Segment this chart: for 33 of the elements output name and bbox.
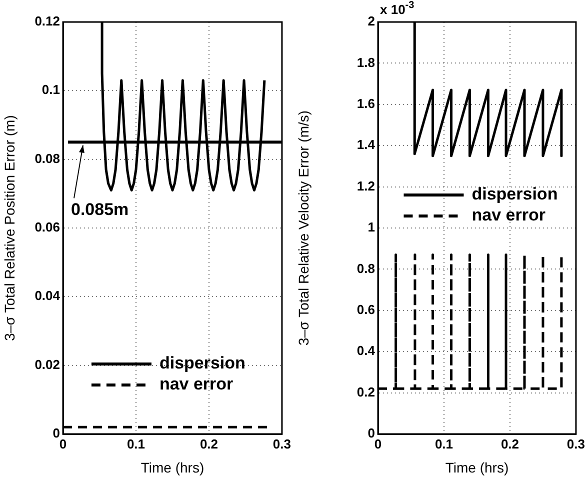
- y-tick-label: 0.2: [356, 384, 375, 400]
- ref-line-label: 0.085m: [71, 200, 129, 219]
- x-tick-label: 0.3: [566, 436, 586, 452]
- legend-label: dispersion: [159, 354, 246, 373]
- y-tick-label: 0.12: [34, 14, 60, 29]
- y-tick-label: 0.1: [42, 82, 60, 98]
- x-tick-label: 0.1: [126, 436, 146, 452]
- y-tick-label: 0.4: [356, 343, 376, 358]
- y-tick-label: 1.8: [356, 54, 375, 70]
- legend-label: nav error: [159, 374, 234, 394]
- y-axis-title: 3–σ Total Relative Velocity Error (m/s): [295, 110, 312, 346]
- x-tick-label: 0.2: [200, 436, 218, 452]
- x-axis-title: Time (hrs): [445, 459, 509, 476]
- y-tick-label: 0.04: [34, 288, 61, 304]
- y-tick-label: 0.08: [34, 150, 60, 166]
- y-tick-label: 0.02: [34, 356, 60, 372]
- x-tick-label: 0.2: [500, 436, 520, 452]
- y-tick-label: 2: [368, 14, 375, 29]
- legend-label: nav error: [472, 206, 546, 225]
- legend-label: dispersion: [472, 184, 558, 204]
- y-tick-label: 0: [368, 426, 375, 441]
- y-tick-label: 0.06: [34, 220, 60, 235]
- y-tick-label: 0: [52, 426, 60, 441]
- y-tick-label: 1.6: [356, 96, 375, 111]
- y-tick-label: 0.8: [356, 260, 375, 276]
- y-tick-label: 1: [368, 220, 375, 235]
- x-tick-label: 0.1: [434, 436, 454, 452]
- y-axis-title: 3–σ Total Relative Position Error (m): [1, 115, 18, 341]
- y-tick-label: 0.6: [356, 302, 375, 317]
- x-tick-label: 0.3: [272, 436, 292, 452]
- y-tick-label: 1.2: [356, 178, 375, 194]
- y-tick-label: 1.4: [356, 137, 376, 152]
- x-axis-title: Time (hrs): [140, 459, 204, 476]
